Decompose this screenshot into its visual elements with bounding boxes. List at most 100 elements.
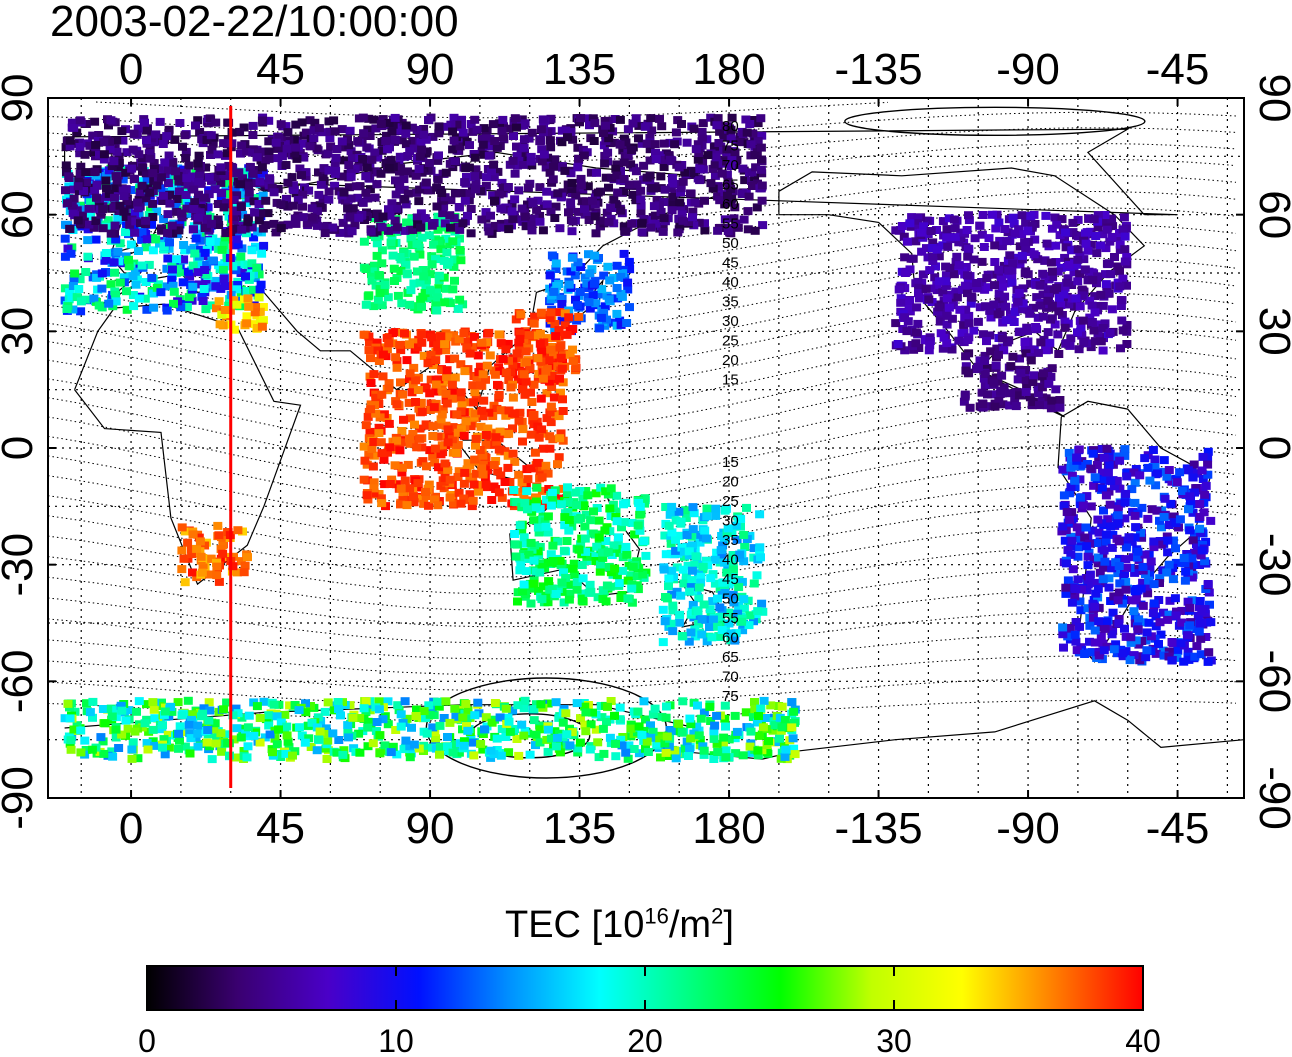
tec-cell bbox=[1206, 516, 1216, 525]
tec-cell bbox=[1195, 500, 1205, 508]
tec-cell bbox=[541, 461, 551, 470]
tec-cell bbox=[445, 475, 455, 484]
tec-cell bbox=[911, 328, 921, 337]
tec-cell bbox=[487, 167, 496, 176]
tec-cell bbox=[431, 255, 440, 264]
tec-cell bbox=[900, 253, 910, 262]
tec-cell bbox=[1077, 285, 1087, 294]
tec-cell bbox=[724, 619, 734, 628]
tec-cell bbox=[201, 163, 211, 172]
tec-cell bbox=[194, 280, 204, 289]
tec-cell bbox=[428, 132, 438, 141]
tec-cell bbox=[667, 528, 677, 537]
tec-cell bbox=[695, 538, 705, 547]
tec-cell bbox=[1155, 574, 1165, 583]
tec-cell bbox=[1076, 461, 1086, 470]
tec-cell bbox=[256, 209, 266, 218]
tec-cell bbox=[437, 189, 447, 198]
tec-cell bbox=[1046, 404, 1056, 413]
tec-cell bbox=[526, 599, 536, 608]
tec-cell bbox=[249, 285, 258, 294]
tec-cell bbox=[723, 564, 733, 573]
tec-cell bbox=[214, 237, 224, 246]
tec-cell bbox=[75, 149, 85, 158]
tec-cell bbox=[528, 411, 538, 420]
tec-cell bbox=[411, 376, 421, 385]
tec-cell bbox=[568, 217, 578, 226]
tec-cell bbox=[688, 600, 698, 609]
tec-cell bbox=[520, 217, 530, 225]
tec-cell bbox=[1085, 313, 1095, 322]
tec-cell bbox=[344, 141, 354, 150]
tec-cell bbox=[468, 343, 478, 352]
tec-cell bbox=[430, 444, 440, 453]
tec-cell bbox=[963, 271, 972, 280]
tec-cell bbox=[68, 305, 78, 314]
tec-cell bbox=[510, 530, 520, 538]
tec-cell bbox=[240, 561, 250, 570]
tec-cell bbox=[982, 274, 992, 283]
tec-cell bbox=[530, 312, 540, 321]
tec-cell bbox=[309, 134, 319, 143]
tec-cell bbox=[512, 152, 522, 161]
tec-cell bbox=[891, 319, 901, 328]
tec-cell bbox=[720, 506, 730, 515]
tec-cell bbox=[227, 567, 237, 576]
tec-cell bbox=[113, 163, 123, 172]
tec-cell bbox=[1203, 470, 1213, 479]
tec-cell bbox=[148, 199, 158, 208]
tec-cell bbox=[668, 192, 678, 201]
tec-cell bbox=[1100, 211, 1110, 219]
tec-cell bbox=[1200, 557, 1210, 566]
tec-cell bbox=[537, 157, 547, 166]
tec-cell bbox=[455, 295, 465, 304]
tec-cell bbox=[1029, 303, 1038, 312]
tec-cell bbox=[592, 168, 601, 177]
tec-cell bbox=[544, 577, 554, 586]
tec-cell bbox=[969, 326, 979, 335]
tec-cell bbox=[1164, 647, 1174, 656]
tec-cell bbox=[255, 285, 265, 294]
tec-cell bbox=[677, 210, 687, 219]
tec-cell bbox=[1143, 514, 1153, 523]
tec-cell bbox=[374, 357, 384, 365]
tec-cell bbox=[458, 219, 468, 228]
tec-cell bbox=[637, 228, 647, 237]
tec-cell bbox=[1060, 283, 1070, 292]
tec-cell bbox=[634, 121, 644, 130]
tec-cell bbox=[732, 535, 742, 544]
tec-cell bbox=[441, 234, 451, 243]
tec-cell bbox=[478, 412, 488, 421]
tec-cell bbox=[493, 467, 503, 476]
tec-cell bbox=[680, 552, 689, 561]
tec-cell bbox=[1088, 276, 1098, 285]
tec-cell bbox=[191, 234, 201, 243]
tec-cell bbox=[466, 205, 476, 213]
tec-cell bbox=[712, 548, 722, 557]
tec-cell bbox=[390, 216, 400, 225]
tec-cell bbox=[522, 487, 532, 496]
tec-cell bbox=[616, 272, 626, 281]
tec-cell bbox=[309, 126, 319, 135]
tec-cell bbox=[572, 578, 582, 586]
tec-cell bbox=[667, 502, 677, 511]
tec-cell bbox=[476, 381, 486, 390]
tec-cell bbox=[1021, 376, 1031, 385]
tec-cell bbox=[1098, 346, 1108, 355]
tec-cell bbox=[529, 579, 539, 588]
tec-cell bbox=[247, 246, 257, 255]
tec-cell bbox=[1008, 259, 1018, 268]
tec-cell bbox=[717, 550, 727, 559]
tec-cell bbox=[623, 278, 633, 287]
tec-cell bbox=[757, 599, 767, 608]
tec-cell bbox=[103, 216, 113, 225]
tec-cell bbox=[601, 121, 610, 130]
tec-cell bbox=[397, 427, 407, 435]
tec-cell bbox=[1083, 561, 1093, 570]
tec-cell bbox=[189, 205, 199, 213]
tec-cell bbox=[1134, 615, 1144, 624]
tec-cell bbox=[429, 240, 439, 249]
tec-cell bbox=[141, 194, 151, 203]
tec-cell bbox=[409, 279, 419, 288]
tec-cell bbox=[954, 238, 964, 247]
